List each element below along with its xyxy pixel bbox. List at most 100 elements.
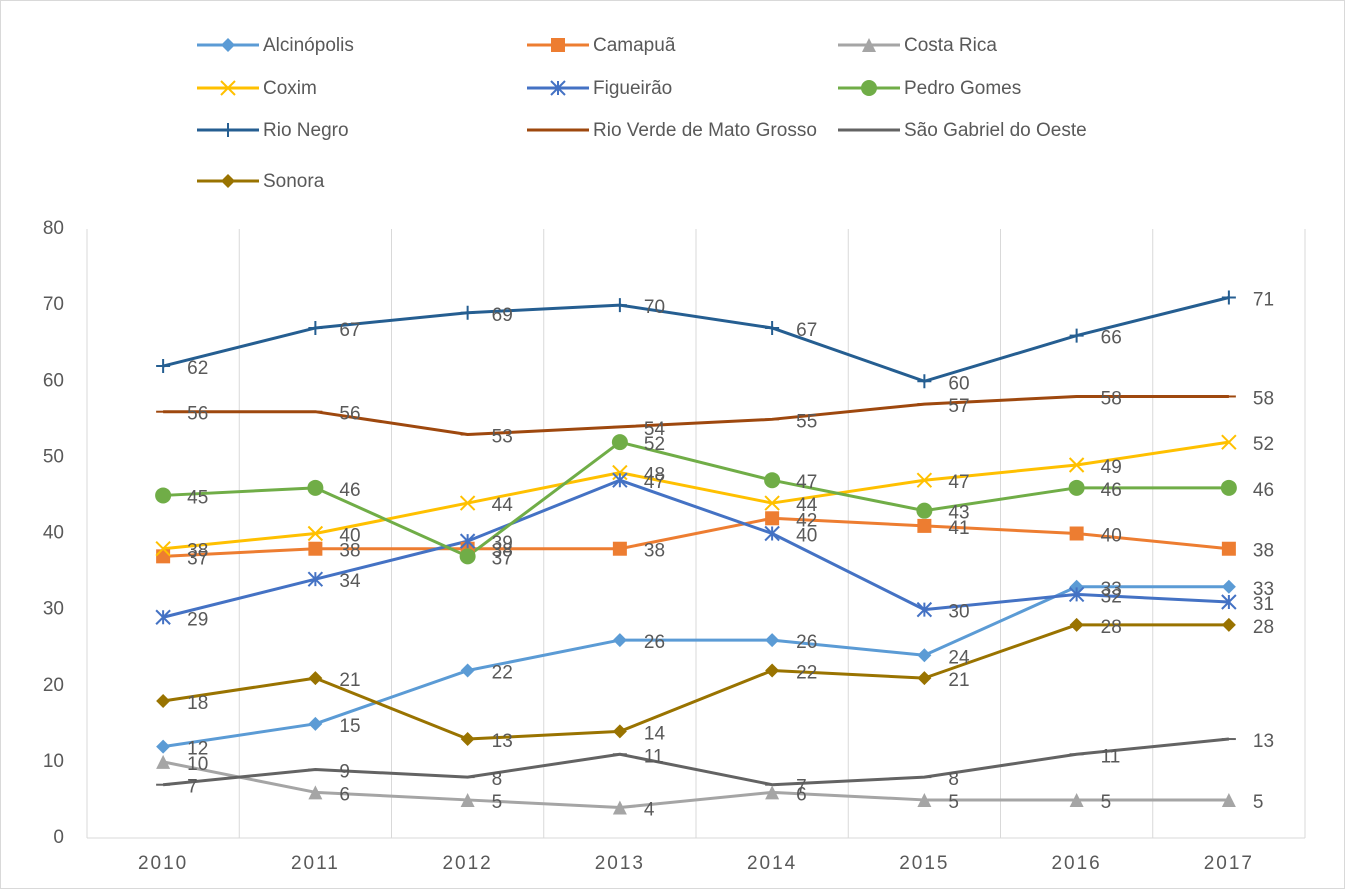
data-label: 40 — [1101, 526, 1122, 547]
data-label: 5 — [948, 792, 959, 813]
data-label: 28 — [1253, 617, 1274, 638]
legend-marker — [862, 38, 876, 52]
marker — [765, 511, 780, 526]
y-tick-label: 20 — [43, 675, 64, 696]
legend-label: Figueirão — [593, 78, 672, 99]
data-label: 5 — [492, 792, 503, 813]
marker — [459, 548, 476, 565]
marker — [459, 533, 476, 549]
legend-label: Pedro Gomes — [904, 78, 1021, 99]
marker — [1069, 328, 1084, 343]
legend-marker — [861, 80, 877, 96]
legend-marker — [221, 38, 235, 52]
data-label: 32 — [1101, 586, 1122, 607]
data-label: 5 — [1253, 792, 1264, 813]
y-tick-label: 70 — [43, 294, 64, 315]
data-label: 70 — [644, 297, 665, 318]
marker — [1221, 579, 1236, 594]
marker — [916, 502, 933, 519]
marker — [917, 374, 932, 389]
y-tick-label: 40 — [43, 523, 64, 544]
data-label: 46 — [1253, 480, 1274, 501]
marker — [1221, 594, 1237, 610]
data-label: 21 — [339, 670, 360, 691]
series-line — [162, 478, 1229, 619]
marker — [459, 495, 476, 511]
marker — [764, 525, 780, 542]
marker — [307, 479, 324, 496]
y-tick-label: 0 — [53, 827, 64, 848]
marker — [612, 298, 627, 313]
series-line — [162, 623, 1229, 741]
data-label: 62 — [187, 358, 208, 379]
data-label: 69 — [492, 305, 513, 326]
data-label: 31 — [1253, 594, 1274, 615]
marker — [765, 785, 780, 800]
data-label: 10 — [187, 754, 208, 775]
series-line — [163, 440, 1229, 558]
marker — [1068, 586, 1085, 603]
data-label: 11 — [1101, 746, 1121, 767]
data-label: 47 — [644, 472, 665, 493]
legend-label: Coxim — [263, 78, 317, 99]
marker — [156, 693, 171, 708]
data-label: 22 — [796, 663, 817, 684]
data-label: 7 — [796, 777, 807, 798]
marker — [1069, 617, 1084, 632]
x-tick-label: 2017 — [1204, 853, 1254, 874]
data-label: 52 — [1253, 434, 1274, 455]
x-tick-label: 2016 — [1051, 853, 1101, 874]
marker — [1221, 434, 1237, 450]
marker — [460, 732, 475, 747]
data-label: 71 — [1253, 290, 1274, 311]
data-label: 49 — [1101, 457, 1122, 478]
data-label: 45 — [187, 487, 208, 508]
series-line — [162, 440, 1230, 551]
legend-label: São Gabriel do Oeste — [904, 120, 1087, 141]
data-label: 6 — [339, 784, 350, 805]
data-label: 28 — [1101, 617, 1122, 638]
data-label: 9 — [339, 762, 350, 783]
data-label: 12 — [187, 739, 208, 760]
data-label: 14 — [644, 723, 666, 744]
legend-marker — [220, 80, 236, 96]
data-label: 4 — [644, 800, 655, 821]
y-tick-label: 30 — [43, 599, 64, 620]
data-label: 13 — [1253, 731, 1274, 752]
marker — [308, 541, 323, 556]
data-label: 54 — [644, 419, 666, 440]
data-label: 38 — [187, 541, 208, 562]
data-label: 24 — [948, 647, 970, 668]
legend-marker — [550, 80, 566, 96]
marker — [1221, 290, 1236, 305]
marker — [156, 359, 171, 374]
data-label: 15 — [339, 716, 360, 737]
data-label: 6 — [796, 784, 807, 805]
marker — [765, 320, 780, 335]
legend-marker — [221, 123, 235, 137]
data-label: 47 — [948, 472, 969, 493]
marker — [1069, 526, 1084, 541]
y-tick-label: 80 — [43, 218, 64, 239]
marker — [916, 472, 933, 488]
legend-label: Rio Negro — [263, 120, 349, 141]
data-label: 53 — [492, 427, 513, 448]
data-label: 44 — [796, 495, 818, 516]
data-label: 18 — [187, 693, 208, 714]
data-label: 38 — [644, 541, 665, 562]
marker — [611, 434, 628, 451]
data-label: 44 — [492, 495, 514, 516]
data-label: 67 — [796, 320, 817, 341]
data-label: 40 — [339, 526, 360, 547]
marker — [308, 716, 323, 731]
y-tick-label: 60 — [43, 370, 64, 391]
marker — [307, 525, 324, 542]
series-line — [162, 737, 1230, 787]
marker — [1068, 479, 1085, 496]
data-label: 57 — [948, 396, 969, 417]
marker — [308, 671, 323, 686]
data-label: 21 — [948, 670, 969, 691]
data-label: 55 — [796, 411, 817, 432]
x-tick-label: 2013 — [595, 853, 645, 874]
